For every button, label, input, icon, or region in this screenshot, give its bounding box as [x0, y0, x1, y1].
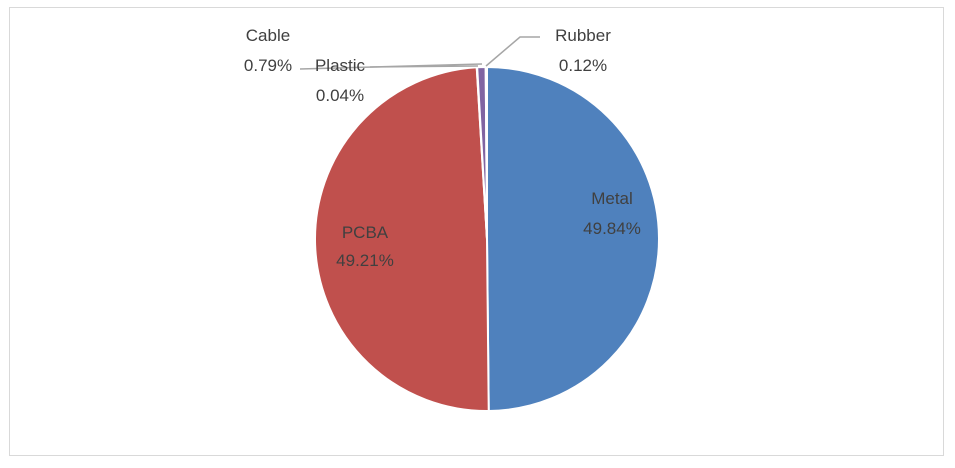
slice-percent-pcba: 49.21% [336, 251, 394, 270]
slice-percent-metal: 49.84% [583, 219, 641, 238]
slice-label-metal: Metal [591, 189, 633, 208]
leader-line-cable [299, 63, 483, 70]
slice-percent-plastic: 0.04% [316, 86, 364, 105]
pie-slice-metal [486, 65, 660, 413]
slice-label-plastic: Plastic [315, 56, 366, 75]
leader-line-rubber [485, 36, 540, 67]
slice-percent-cable: 0.79% [244, 56, 292, 75]
pie-slice-rubber [484, 65, 488, 240]
leader-lines [299, 36, 540, 70]
data-labels: Metal 49.84% PCBA 49.21% Plastic 0.04% Cable 0.… [244, 26, 641, 270]
pie-slice-pcba [314, 66, 490, 412]
pie-slices [314, 65, 660, 413]
slice-label-cable: Cable [246, 26, 290, 45]
slice-percent-rubber: 0.12% [559, 56, 607, 75]
slice-label-rubber: Rubber [555, 26, 611, 45]
slice-label-pcba: PCBA [342, 223, 389, 242]
